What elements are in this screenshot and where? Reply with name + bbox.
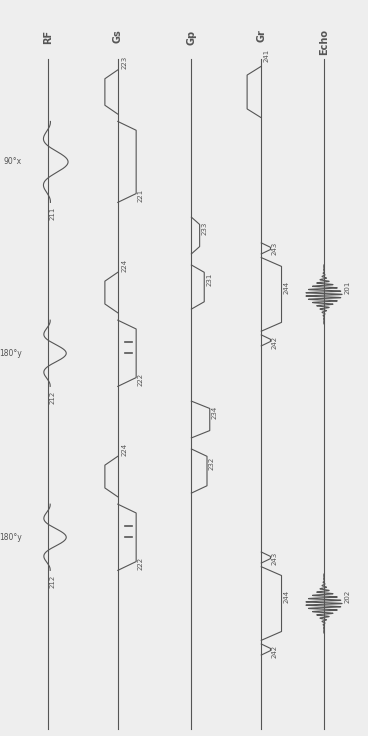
Text: 222: 222 bbox=[138, 556, 144, 570]
Text: 244: 244 bbox=[283, 280, 289, 294]
Text: 233: 233 bbox=[202, 222, 208, 235]
Text: 202: 202 bbox=[344, 590, 350, 603]
Text: 212: 212 bbox=[50, 391, 56, 404]
Text: 242: 242 bbox=[272, 645, 277, 658]
Text: 180°y: 180°y bbox=[0, 349, 22, 358]
Text: 223: 223 bbox=[121, 56, 127, 69]
Text: 222: 222 bbox=[138, 372, 144, 386]
Text: 212: 212 bbox=[50, 575, 56, 588]
Text: Echo: Echo bbox=[319, 29, 329, 55]
Text: 242: 242 bbox=[272, 336, 277, 349]
Text: 244: 244 bbox=[283, 590, 289, 603]
Text: Gp: Gp bbox=[186, 29, 197, 45]
Text: Gs: Gs bbox=[113, 29, 123, 43]
Text: 221: 221 bbox=[138, 188, 144, 202]
Text: 224: 224 bbox=[121, 258, 127, 272]
Text: 241: 241 bbox=[263, 49, 269, 62]
Text: 234: 234 bbox=[212, 406, 217, 419]
Text: 232: 232 bbox=[209, 457, 215, 470]
Text: 211: 211 bbox=[50, 207, 56, 220]
Text: 180°y: 180°y bbox=[0, 533, 22, 542]
Text: 231: 231 bbox=[206, 273, 212, 286]
Text: 243: 243 bbox=[272, 242, 277, 255]
Text: 201: 201 bbox=[344, 280, 350, 294]
Text: 90°x: 90°x bbox=[4, 158, 22, 166]
Text: Gr: Gr bbox=[256, 29, 266, 42]
Text: 243: 243 bbox=[272, 551, 277, 565]
Text: 224: 224 bbox=[121, 442, 127, 456]
Text: RF: RF bbox=[43, 29, 53, 43]
